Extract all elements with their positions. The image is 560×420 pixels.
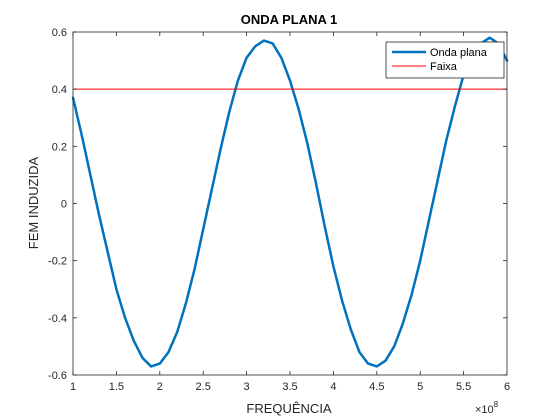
y-tick-label: -0.6 [48, 370, 67, 382]
y-tick-label: -0.2 [48, 256, 67, 268]
series-line-0 [71, 36, 509, 368]
x-tick-label: 6 [504, 381, 510, 393]
y-tick-label: 0.4 [52, 84, 67, 96]
x-tick-label: 3.5 [282, 381, 297, 393]
legend-box [385, 41, 505, 79]
x-tick-label: 2 [157, 381, 163, 393]
plot-area: 1 1.5 2 2.5 3 3.5 4 4.5 5 5.5 6 -0.6 -0.4 -0.2 0 0.2 0.… [48, 27, 510, 393]
x-axis-exponent: ×108 [475, 400, 499, 416]
y-tick-label: 0 [61, 199, 67, 211]
y-axis: -0.6 -0.4 -0.2 0 0.2 0.4 0.6 [48, 27, 507, 382]
series-layer [71, 36, 509, 368]
y-tick-label: 0.2 [52, 141, 67, 153]
x-tick-label: 5 [417, 381, 423, 393]
x-exponent-power: 8 [494, 400, 499, 409]
legend-entry-1: Faixa [430, 61, 458, 73]
x-axis-label: FREQUÊNCIA [246, 401, 332, 416]
y-axis-label: FEM INDUZIDA [26, 156, 41, 249]
x-tick-label: 1 [70, 381, 76, 393]
chart-title: ONDA PLANA 1 [241, 12, 338, 27]
x-exponent-base: ×10 [475, 404, 494, 416]
x-axis: 1 1.5 2 2.5 3 3.5 4 4.5 5 5.5 6 [70, 32, 510, 393]
x-tick-label: 4 [330, 381, 336, 393]
x-tick-label: 3 [244, 381, 250, 393]
y-tick-label: -0.4 [48, 313, 67, 325]
legend-entry-0: Onda plana [430, 47, 488, 59]
y-tick-label: 0.6 [52, 27, 67, 39]
x-tick-label: 5.5 [456, 381, 471, 393]
x-tick-label: 2.5 [196, 381, 211, 393]
x-tick-label: 4.5 [369, 381, 384, 393]
x-tick-label: 1.5 [109, 381, 124, 393]
legend: Onda plana Faixa [385, 41, 505, 79]
